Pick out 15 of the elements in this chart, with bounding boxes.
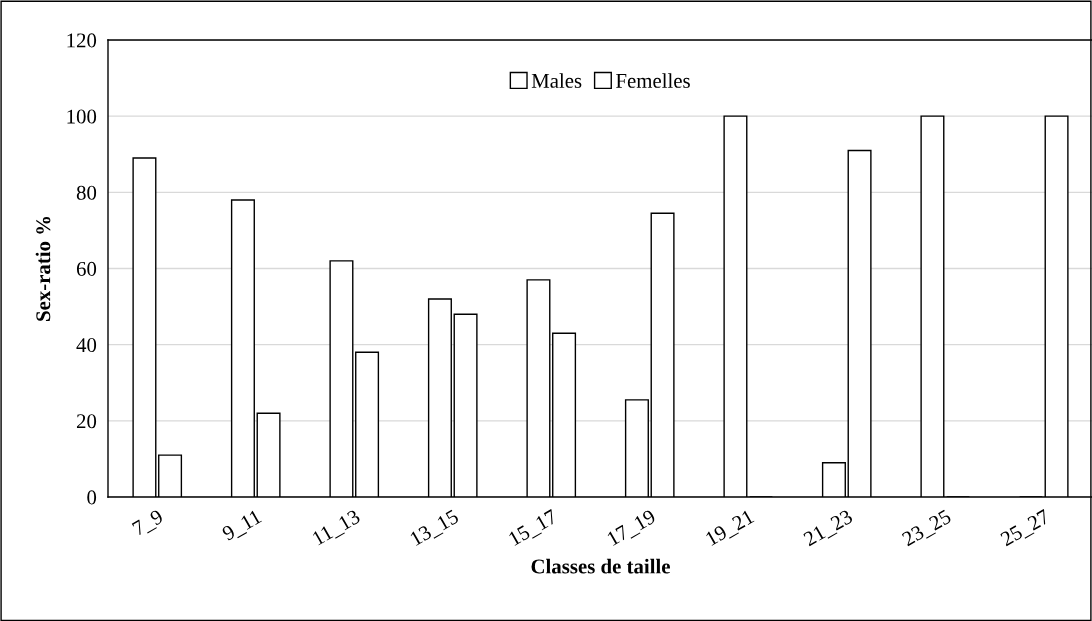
- x-tick-label: 19_21: [705, 509, 756, 549]
- x-tick-label: 7_9: [131, 509, 166, 538]
- y-tick-label: 80: [76, 185, 97, 200]
- y-tick-label: 60: [76, 261, 97, 276]
- x-axis-title: Classes de taille: [531, 558, 670, 574]
- y-tick-label: 100: [67, 109, 97, 124]
- x-tick-label: 11_13: [311, 509, 363, 548]
- y-tick-label: 20: [76, 414, 97, 429]
- y-tick-label: 0: [87, 490, 97, 505]
- y-axis-title: Sex-ratio %: [35, 216, 51, 321]
- legend-label: Males: [531, 73, 582, 88]
- y-tick-label: 120: [67, 33, 97, 48]
- legend-label: Femelles: [616, 73, 690, 88]
- x-tick-label: 9_11: [221, 509, 264, 544]
- y-tick-label: 40: [76, 338, 97, 353]
